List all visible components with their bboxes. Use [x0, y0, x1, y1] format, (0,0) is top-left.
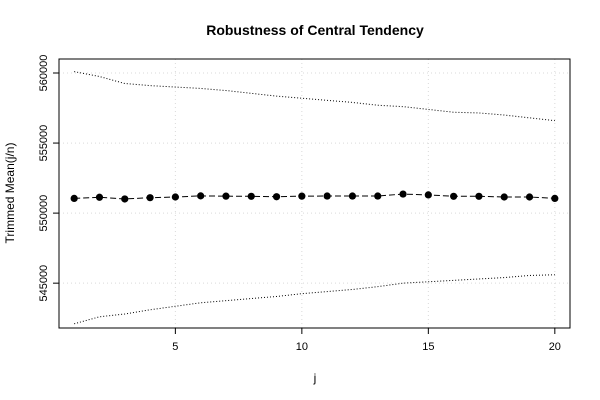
trimmed_mean-point: [95, 193, 104, 201]
trimmed_mean-point: [399, 190, 407, 198]
trimmed_mean-point: [323, 192, 331, 200]
plot-frame: [58, 58, 571, 329]
trimmed_mean-point: [272, 193, 281, 201]
trimmed_mean-point: [424, 191, 432, 199]
series-layer: [70, 71, 559, 325]
trimmed_mean-point: [500, 193, 508, 201]
y-tick-label: 545000: [38, 265, 50, 302]
trimmed_mean-point: [475, 192, 483, 200]
trimmed_mean-point: [298, 192, 306, 200]
x-axis-label: j: [313, 371, 317, 385]
x-tick-label: 10: [296, 341, 308, 353]
trimmed_mean-point: [374, 192, 382, 200]
trimmed_mean-point: [525, 193, 534, 201]
trimmed_mean-point: [121, 195, 129, 203]
lower_bound-line: [74, 274, 555, 325]
grid: [59, 59, 570, 328]
x-tick-label: 5: [172, 341, 178, 353]
trimmed_mean-point: [247, 192, 255, 200]
upper_bound-line: [74, 71, 555, 122]
y-tick-label: 560000: [38, 55, 50, 92]
trimmed_mean-point: [551, 194, 559, 203]
axes: 5 10 15 20 545000 550000 555000 560000: [38, 55, 561, 353]
trimmed_mean-point: [171, 193, 179, 201]
trimmed_mean-point: [70, 194, 78, 203]
trimmed_mean-point: [222, 192, 230, 200]
y-axis-label: Trimmed Mean(j/n): [3, 143, 17, 244]
trimmed_mean-point: [450, 192, 458, 200]
x-tick-label: 20: [549, 341, 561, 353]
trimmed_mean-line: [74, 193, 555, 200]
trimmed_mean-point: [348, 192, 357, 200]
trimmed_mean-point: [146, 194, 154, 202]
y-tick-label: 555000: [38, 125, 50, 162]
trimmed_mean-point: [197, 192, 205, 200]
y-tick-label: 550000: [38, 195, 50, 232]
x-tick-label: 15: [422, 341, 434, 353]
chart-title: Robustness of Central Tendency: [206, 22, 424, 38]
